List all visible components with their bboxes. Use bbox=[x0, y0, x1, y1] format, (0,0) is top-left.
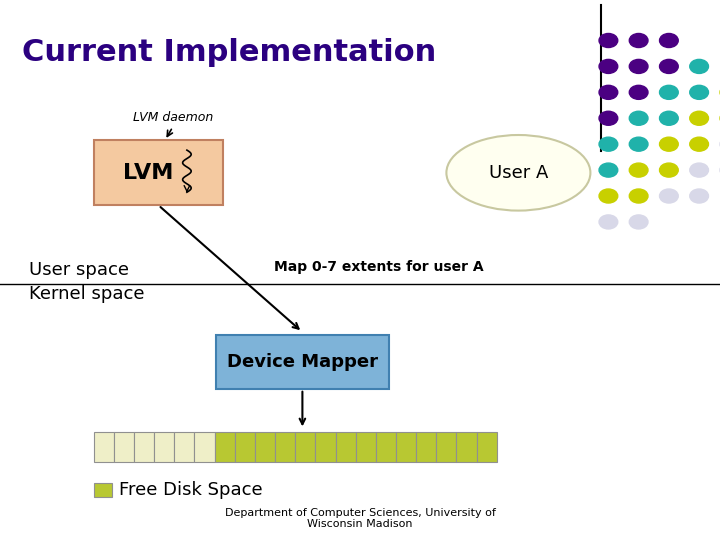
Circle shape bbox=[599, 111, 618, 125]
Circle shape bbox=[690, 111, 708, 125]
Circle shape bbox=[629, 33, 648, 48]
Circle shape bbox=[660, 163, 678, 177]
Circle shape bbox=[690, 163, 708, 177]
Circle shape bbox=[660, 33, 678, 48]
Circle shape bbox=[660, 85, 678, 99]
Circle shape bbox=[629, 215, 648, 229]
Bar bbox=[416, 432, 436, 462]
Circle shape bbox=[660, 59, 678, 73]
Bar bbox=[275, 432, 295, 462]
Bar bbox=[194, 432, 215, 462]
Circle shape bbox=[690, 85, 708, 99]
Circle shape bbox=[660, 111, 678, 125]
Bar bbox=[295, 432, 315, 462]
Circle shape bbox=[629, 59, 648, 73]
Bar bbox=[94, 432, 114, 462]
Circle shape bbox=[690, 137, 708, 151]
Circle shape bbox=[599, 59, 618, 73]
Circle shape bbox=[599, 85, 618, 99]
Circle shape bbox=[690, 189, 708, 203]
Bar bbox=[174, 432, 194, 462]
Bar bbox=[154, 432, 174, 462]
Circle shape bbox=[629, 189, 648, 203]
Text: Map 0-7 extents for user A: Map 0-7 extents for user A bbox=[274, 260, 483, 274]
Bar bbox=[376, 432, 396, 462]
Ellipse shape bbox=[446, 135, 590, 211]
Circle shape bbox=[599, 189, 618, 203]
Circle shape bbox=[599, 163, 618, 177]
Circle shape bbox=[599, 137, 618, 151]
Bar bbox=[235, 432, 255, 462]
Text: Device Mapper: Device Mapper bbox=[227, 353, 378, 371]
Circle shape bbox=[629, 111, 648, 125]
Bar bbox=[356, 432, 376, 462]
Text: Free Disk Space: Free Disk Space bbox=[119, 481, 262, 500]
Bar bbox=[215, 432, 235, 462]
Circle shape bbox=[629, 137, 648, 151]
Text: LVM daemon: LVM daemon bbox=[132, 111, 213, 124]
Text: User space: User space bbox=[29, 261, 129, 279]
Circle shape bbox=[629, 163, 648, 177]
FancyBboxPatch shape bbox=[216, 335, 389, 389]
Circle shape bbox=[660, 189, 678, 203]
Bar bbox=[315, 432, 336, 462]
Circle shape bbox=[690, 59, 708, 73]
Bar bbox=[114, 432, 134, 462]
Circle shape bbox=[599, 215, 618, 229]
Text: Kernel space: Kernel space bbox=[29, 285, 144, 303]
Text: Department of Computer Sciences, University of
Wisconsin Madison: Department of Computer Sciences, Univers… bbox=[225, 508, 495, 529]
Circle shape bbox=[660, 137, 678, 151]
FancyBboxPatch shape bbox=[94, 140, 223, 205]
Bar bbox=[94, 483, 112, 497]
Bar bbox=[436, 432, 456, 462]
Text: LVM: LVM bbox=[123, 163, 174, 183]
Circle shape bbox=[629, 85, 648, 99]
Text: Current Implementation: Current Implementation bbox=[22, 38, 436, 67]
Bar bbox=[396, 432, 416, 462]
Bar bbox=[134, 432, 154, 462]
Bar bbox=[456, 432, 477, 462]
Bar bbox=[336, 432, 356, 462]
Text: User A: User A bbox=[489, 164, 548, 182]
Bar bbox=[477, 432, 497, 462]
Circle shape bbox=[599, 33, 618, 48]
Bar bbox=[255, 432, 275, 462]
